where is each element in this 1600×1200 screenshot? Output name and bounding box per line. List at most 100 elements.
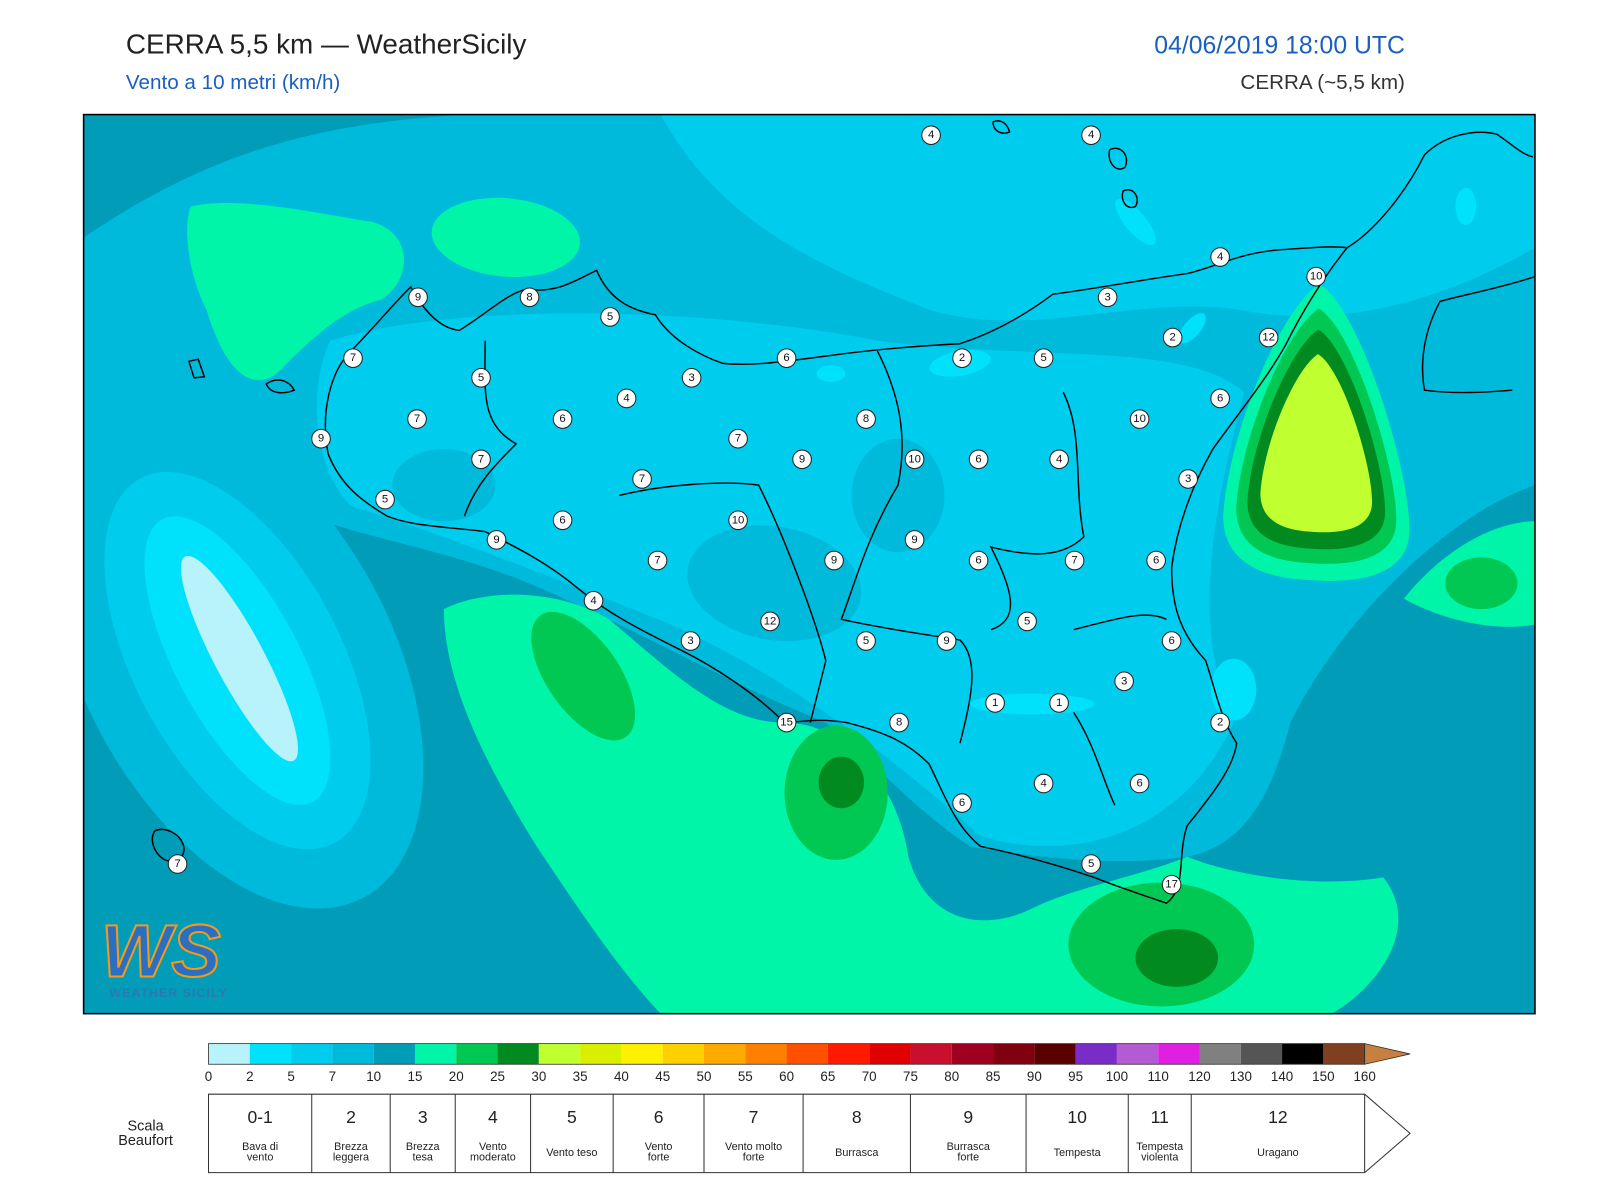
beaufort-description: violenta (1141, 1151, 1179, 1163)
colorbar-segment (538, 1043, 581, 1065)
station: 5 (1033, 348, 1054, 368)
station: 7 (167, 854, 188, 874)
wind-field (1455, 187, 1477, 226)
station: 2 (1162, 327, 1183, 348)
station-marker (552, 510, 573, 531)
colorbar-tick-label: 50 (697, 1069, 712, 1084)
station-marker (856, 631, 876, 651)
colorbar-tick-label: 120 (1188, 1069, 1210, 1084)
beaufort-description: Vento teso (546, 1147, 597, 1159)
station-marker (921, 125, 941, 146)
colorbar-tick-label: 150 (1312, 1069, 1334, 1084)
beaufort-force: 10 (1067, 1107, 1087, 1127)
station-marker (1064, 550, 1085, 571)
beaufort-description: tesa (412, 1151, 433, 1163)
station-value: 17 (1165, 879, 1178, 891)
beaufort-description: forte (648, 1151, 670, 1163)
station-marker (552, 409, 573, 429)
station: 9 (904, 530, 925, 550)
station: 3 (1114, 671, 1134, 692)
station: 8 (856, 409, 876, 429)
colorbar-segment (1323, 1043, 1365, 1065)
station-value: 6 (1217, 392, 1223, 404)
colorbar-segment (1199, 1043, 1241, 1065)
station: 7 (647, 550, 668, 571)
station-value: 10 (1310, 271, 1323, 283)
station-value: 6 (783, 352, 789, 364)
station: 6 (952, 793, 972, 813)
station: 6 (968, 449, 989, 470)
model-name: CERRA (~5,5 km) (1240, 71, 1404, 94)
beaufort-description: Vento molto (725, 1141, 782, 1153)
colorbar-segment (786, 1043, 828, 1065)
station: 1 (1049, 693, 1069, 713)
beaufort-force: 7 (749, 1107, 759, 1127)
beaufort-force: 2 (346, 1107, 356, 1127)
colorbar-tick-label: 15 (408, 1069, 423, 1084)
station-marker (600, 307, 620, 327)
station: 8 (889, 712, 909, 733)
beaufort-force: 5 (567, 1107, 577, 1127)
valid-time: 04/06/2019 18:00 UTC (1154, 33, 1405, 60)
station-value: 9 (911, 534, 917, 546)
colorbar-segment (414, 1043, 457, 1065)
station-marker (760, 611, 780, 632)
station-marker (1017, 611, 1037, 632)
station-value: 8 (896, 717, 902, 729)
colorbar-tick-label: 85 (986, 1069, 1001, 1084)
beaufort-force: 0-1 (247, 1107, 272, 1127)
colorbar-segment (291, 1043, 333, 1065)
station-value: 7 (174, 858, 180, 870)
colorbar-segment (456, 1043, 498, 1065)
station-marker (1210, 247, 1230, 267)
station-value: 7 (414, 413, 420, 425)
station: 4 (583, 590, 604, 611)
colorbar-segment (1034, 1043, 1076, 1065)
colorbar-segment (249, 1043, 292, 1065)
station-value: 5 (1088, 858, 1094, 870)
station-marker (728, 510, 748, 531)
colorbar-segment (208, 1043, 250, 1065)
station: 5 (375, 489, 395, 510)
station-marker (311, 428, 331, 449)
station-value: 2 (1169, 332, 1175, 344)
beaufort-description: Burrasca (835, 1147, 879, 1159)
beaufort-force: 4 (488, 1107, 498, 1127)
title: CERRA 5,5 km — WeatherSicily (126, 29, 527, 60)
station-value: 9 (318, 433, 324, 445)
station-marker (681, 368, 702, 388)
coastline (1072, 614, 1167, 806)
coastline (1108, 147, 1128, 170)
wind-field (180, 555, 299, 762)
station: 7 (471, 449, 491, 470)
beaufort-description: forte (743, 1151, 765, 1163)
colorbar-outline (208, 1043, 1366, 1065)
colorbar-segment (1158, 1043, 1200, 1065)
station: 5 (600, 307, 620, 327)
station-value: 5 (863, 635, 869, 647)
station-value: 9 (799, 453, 805, 465)
colorbar-segment (373, 1043, 415, 1065)
station-value: 7 (478, 453, 484, 465)
station: 9 (824, 550, 844, 571)
logo-mark: WS (101, 910, 221, 993)
station-marker (776, 712, 797, 733)
wind-field (816, 365, 846, 382)
beaufort-force: 8 (852, 1107, 862, 1127)
colorbar-tick-label: 90 (1027, 1069, 1042, 1084)
station: 6 (552, 510, 573, 531)
station: 5 (1081, 854, 1101, 874)
beaufort-description: Vento (479, 1141, 507, 1153)
colorbar-segment (497, 1043, 539, 1065)
station: 9 (486, 530, 507, 550)
station-marker (952, 793, 972, 813)
logo-text: WEATHER SICILY (109, 986, 227, 1000)
station-value: 9 (415, 291, 421, 303)
station-value: 5 (382, 494, 388, 506)
station-marker (968, 550, 989, 571)
colorbar-segment (951, 1043, 994, 1065)
station: 9 (936, 631, 957, 651)
station-value: 4 (1217, 251, 1223, 263)
beaufort-description: leggera (333, 1151, 370, 1163)
station: 7 (407, 409, 427, 429)
